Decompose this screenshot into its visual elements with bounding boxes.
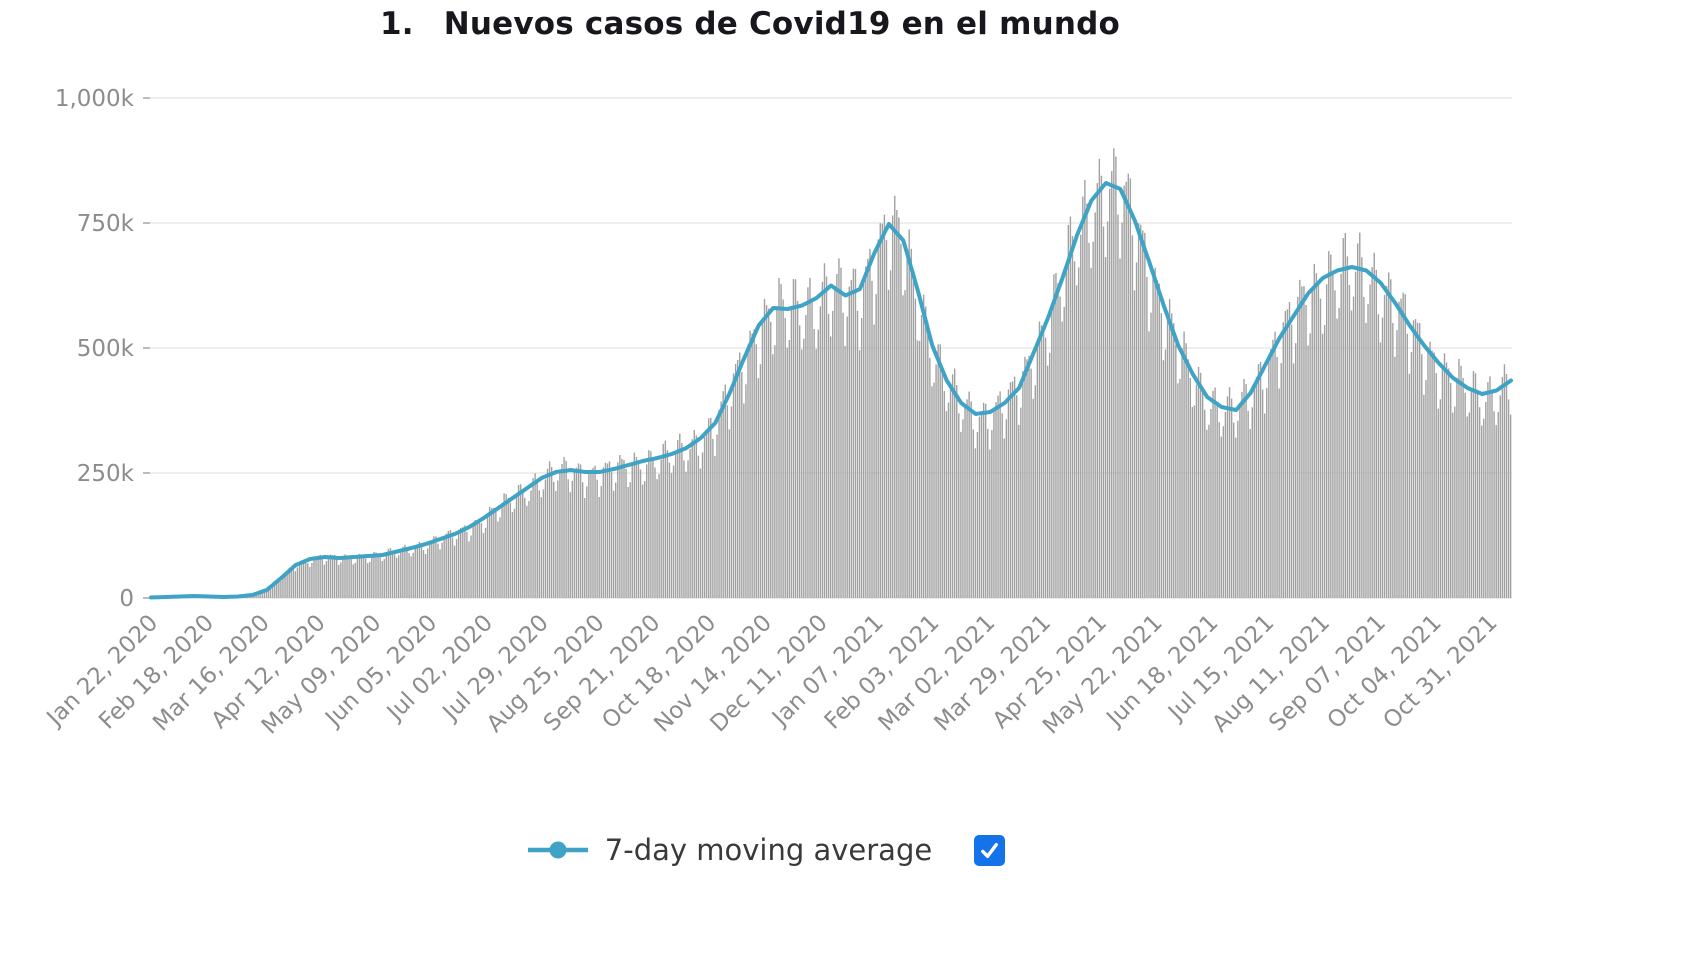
legend-label: 7-day moving average — [604, 833, 933, 867]
chart-title: 1. Nuevos casos de Covid19 en el mundo — [0, 6, 1500, 42]
moving-average-line — [149, 181, 1513, 600]
svg-text:500k: 500k — [77, 336, 135, 362]
svg-text:250k: 250k — [77, 461, 135, 487]
chart-legend: 7-day moving average — [0, 833, 1530, 867]
moving-average-line-marker-icon — [527, 841, 588, 859]
y-axis-tick-labels: 0 250k 500k 750k 1,000k — [55, 86, 135, 612]
check-icon — [981, 842, 999, 858]
svg-text:0: 0 — [119, 586, 134, 612]
daily-cases-bars — [150, 148, 1512, 599]
chart-title-number: 1. — [379, 6, 414, 42]
svg-text:1,000k: 1,000k — [55, 86, 135, 112]
legend-checkbox[interactable] — [974, 834, 1006, 866]
chart-title-text: Nuevos casos de Covid19 en el mundo — [443, 6, 1121, 42]
svg-text:750k: 750k — [77, 211, 135, 237]
